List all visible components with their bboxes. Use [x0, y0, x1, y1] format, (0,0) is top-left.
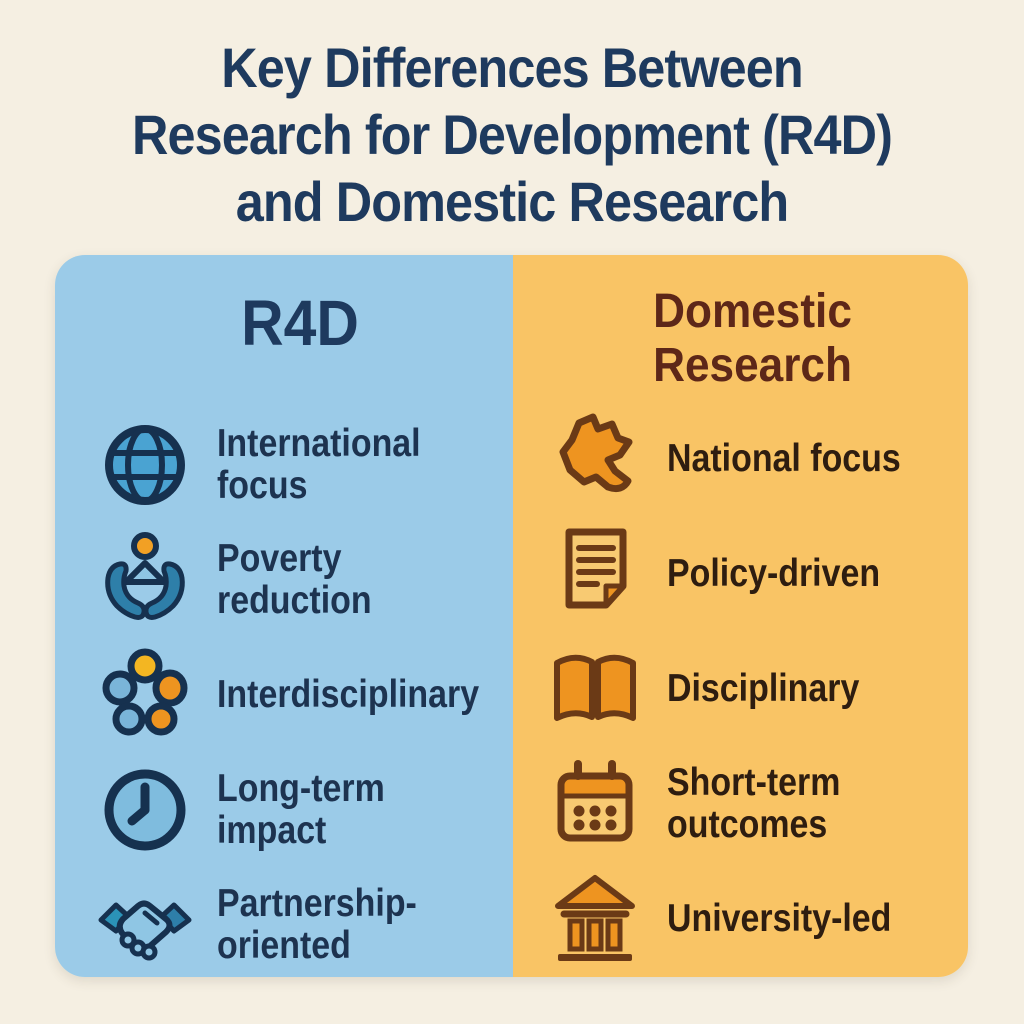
title-line-1: Key Differences Between: [221, 36, 803, 99]
circles-cluster-icon: [95, 645, 195, 745]
list-item-interdisciplinary: Interdisciplinary: [95, 645, 505, 745]
document-icon: [545, 524, 645, 624]
list-item-policy-driven: Policy-driven: [545, 524, 960, 624]
list-item-label: Long-term impact: [217, 767, 385, 852]
list-item-label: Poverty reduction: [217, 537, 372, 622]
r4d-header: R4D: [95, 281, 505, 415]
list-item-short-term-outcomes: Short-term outcomes: [545, 754, 960, 854]
title-line-3: and Domestic Research: [235, 170, 789, 233]
list-item-label: International focus: [217, 422, 421, 507]
r4d-header-text: R4D: [241, 287, 359, 359]
domestic-header-line-2: Research: [653, 339, 852, 392]
map-icon: [545, 409, 645, 509]
list-item-label: National focus: [667, 437, 901, 480]
list-item-international-focus: International focus: [95, 415, 505, 515]
list-item-label: Short-term outcomes: [667, 761, 841, 846]
handshake-icon: [95, 875, 195, 975]
list-item-label: Partnership- oriented: [217, 882, 417, 967]
list-item-university-led: University-led: [545, 869, 960, 969]
r4d-column: R4D International focus: [55, 255, 513, 977]
list-item-poverty-reduction: Poverty reduction: [95, 530, 505, 630]
title-line-2: Research for Development (R4D): [131, 103, 893, 166]
domestic-research-header: Domestic Research: [545, 281, 960, 409]
university-building-icon: [545, 869, 645, 969]
list-item-partnership-oriented: Partnership- oriented: [95, 875, 505, 975]
list-item-label: Policy-driven: [667, 552, 881, 595]
domestic-header-line-1: Domestic: [653, 285, 852, 338]
domestic-research-column: Domestic Research National focus: [513, 255, 968, 977]
comparison-panels: R4D International focus: [55, 255, 968, 977]
globe-icon: [95, 415, 195, 515]
calendar-icon: [545, 754, 645, 854]
clock-icon: [95, 760, 195, 860]
open-book-icon: [545, 639, 645, 739]
list-item-disciplinary: Disciplinary: [545, 639, 960, 739]
caring-hands-icon: [95, 530, 195, 630]
list-item-label: Interdisciplinary: [217, 673, 480, 716]
list-item-label: University-led: [667, 897, 892, 940]
list-item-label: Disciplinary: [667, 667, 860, 710]
list-item-long-term-impact: Long-term impact: [95, 760, 505, 860]
page-title: Key Differences Between Research for Dev…: [0, 0, 1024, 235]
list-item-national-focus: National focus: [545, 409, 960, 509]
